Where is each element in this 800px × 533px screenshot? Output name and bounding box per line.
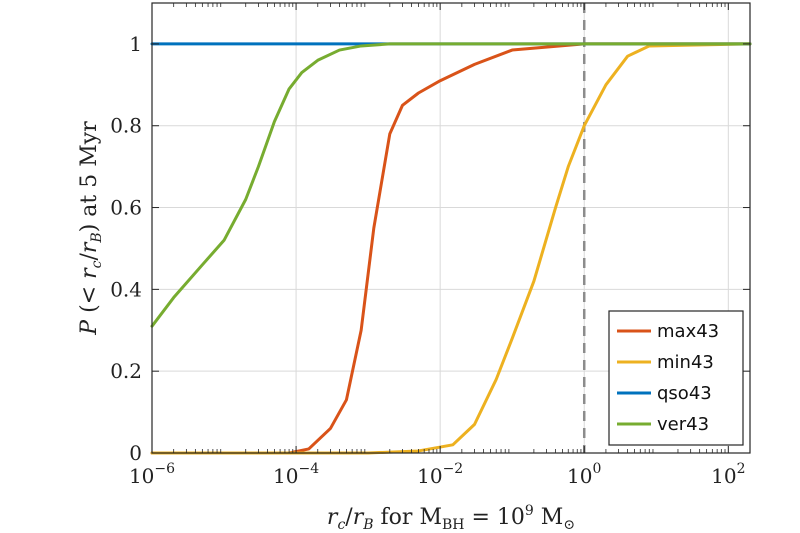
x-tick-exponent: −4 (298, 461, 319, 477)
x-tick-base: 10 (567, 464, 592, 488)
x-axis-title: rc/rB for MBH = 109 M⊙ (327, 503, 575, 533)
y-tick-label: 1 (129, 32, 142, 56)
x-tick-base: 10 (273, 464, 298, 488)
x-tick-label: 10−2 (417, 461, 463, 488)
x-tick-label: 10−4 (273, 461, 319, 488)
x-tick-exponent: −6 (154, 461, 175, 477)
x-tick-base: 10 (129, 464, 154, 488)
y-tick-label: 0.2 (110, 359, 142, 383)
x-tick-labels: 10−6 10−4 10−2 100 102 (129, 461, 746, 488)
y-tick-label: 0.6 (110, 196, 142, 220)
x-tick-label: 102 (711, 461, 745, 488)
x-tick-exponent: 2 (737, 461, 746, 477)
legend-label-min43: min43 (657, 352, 714, 373)
series-line-max43 (150, 42, 752, 455)
x-tick-exponent: −2 (443, 461, 464, 477)
series-group (150, 42, 752, 455)
legend: max43 min43 qso43 ver43 (608, 310, 744, 446)
legend-label-qso43: qso43 (657, 383, 712, 404)
axis-ticks (151, 3, 750, 454)
y-tick-label: 0.4 (110, 277, 142, 301)
legend-label-ver43: ver43 (657, 414, 709, 435)
series-line-min43 (150, 42, 752, 455)
x-tick-label: 100 (567, 461, 601, 488)
legend-label-max43: max43 (657, 321, 719, 342)
y-tick-labels: 0 0.2 0.4 0.6 0.8 1 (110, 32, 142, 465)
y-tick-label: 0.8 (110, 114, 142, 138)
x-tick-base: 10 (417, 464, 442, 488)
series-line-ver43 (150, 42, 752, 328)
x-tick-label: 10−6 (129, 461, 175, 488)
y-axis-title: P (< rc/rB) at 5 Myr (77, 121, 105, 336)
x-tick-exponent: 0 (593, 461, 602, 477)
y-tick-label: 0 (129, 441, 142, 465)
plot-frame (151, 2, 751, 454)
x-tick-base: 10 (711, 464, 736, 488)
